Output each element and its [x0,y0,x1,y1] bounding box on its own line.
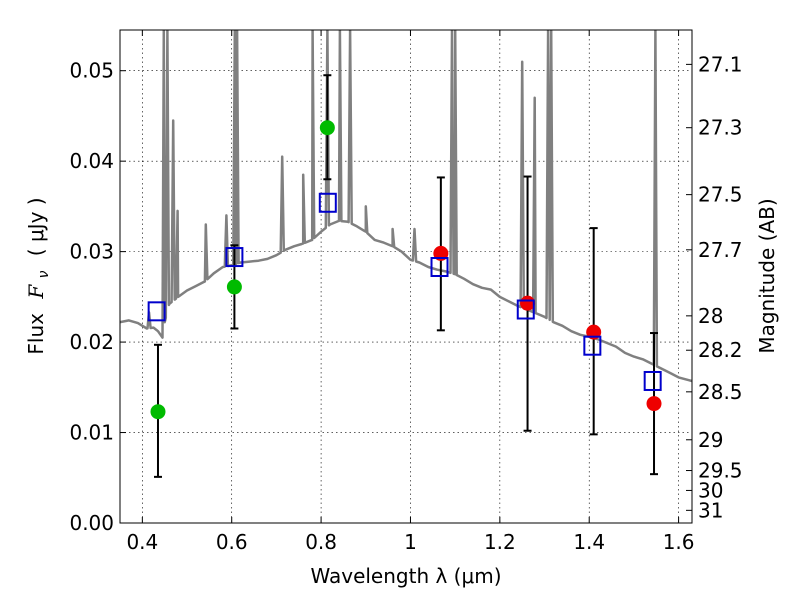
x-tick-label: 0.4 [126,530,158,554]
y2-tick-label: 31 [698,498,723,522]
plot-frame [119,29,693,524]
y2-tick-label: 28.5 [698,380,743,404]
model-spectrum-line [120,30,692,383]
data-point [520,295,536,311]
y2-tick-label: 29 [698,428,723,452]
model-spectrum [120,30,692,383]
model-point [225,247,244,268]
y2-tick-label: 30 [698,478,723,502]
y-tick-label: 0.03 [69,240,114,264]
y-tick-label: 0.00 [69,511,114,535]
y2-tick-label: 28.2 [698,338,743,362]
y-tick-label: 0.04 [69,149,114,173]
y-tick-label: 0.02 [69,330,114,354]
data-point [319,120,335,136]
data-point [150,404,166,420]
data-point [226,279,242,295]
y-tick-label: 0.05 [69,59,114,83]
x-axis-title: Wavelength λ (μm) [310,564,501,588]
y-axis-title: Flux F ν ( μJy ) [24,197,53,354]
y2-tick-label: 27.5 [698,183,743,207]
y-tick-label: 0.01 [69,421,114,445]
error-bars [153,74,659,478]
axis-ticks: 0.4 0.6 0.8 1 1.2 1.4 1.6 0.00 0.01 0.02 0.03 0.04 0… [69,30,743,554]
x-tick-label: 1 [404,530,417,554]
y2-tick-label: 27.1 [698,52,743,76]
y-axis-title-f: F [24,284,48,300]
model-point [583,335,602,356]
x-tick-label: 1.4 [573,530,605,554]
x-tick-label: 0.6 [216,530,248,554]
model-point [516,299,535,320]
y2-axis-title: Magnitude (AB) [755,198,779,353]
data-point [646,396,662,412]
model-point [430,257,449,278]
y2-tick-label: 27.3 [698,116,743,140]
x-tick-label: 0.8 [305,530,337,554]
y2-tick-label: 28 [698,304,723,328]
model-point [147,301,166,322]
data-markers [147,120,662,420]
model-point [318,192,337,213]
x-tick-label: 1.6 [663,530,695,554]
model-point [643,370,662,391]
y2-tick-label: 27.7 [698,238,743,262]
y2-tick-label: 29.5 [698,459,743,483]
y-axis-title-nu: ν [36,270,52,278]
y-axis-title-unit: ( μJy ) [24,197,48,256]
x-tick-label: 1.2 [484,530,516,554]
y-axis-title-flux: Flux [24,313,48,355]
gridlines [120,30,692,524]
